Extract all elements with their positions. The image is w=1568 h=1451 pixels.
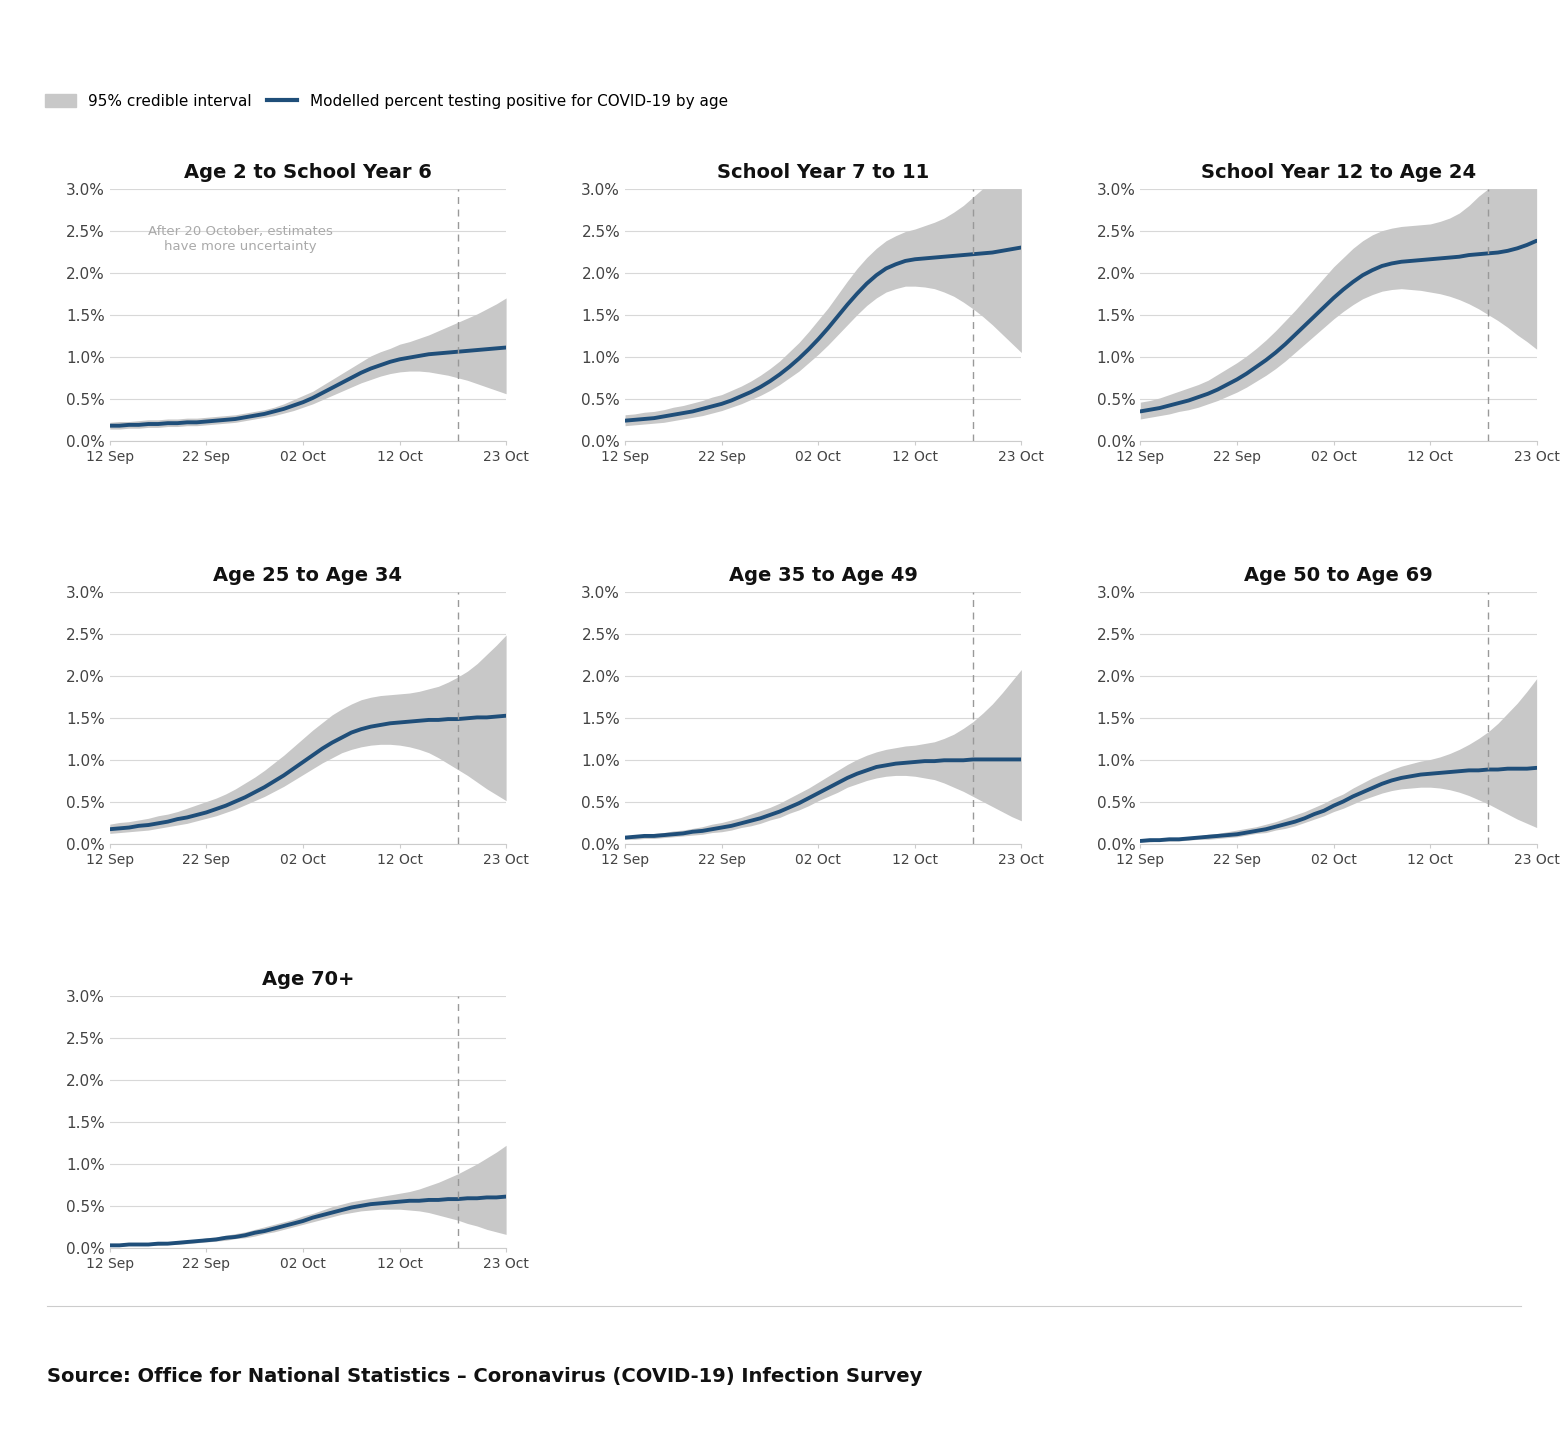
Title: Age 2 to School Year 6: Age 2 to School Year 6 bbox=[183, 163, 431, 181]
Title: Age 50 to Age 69: Age 50 to Age 69 bbox=[1243, 566, 1433, 585]
Title: School Year 12 to Age 24: School Year 12 to Age 24 bbox=[1201, 163, 1475, 181]
Title: Age 25 to Age 34: Age 25 to Age 34 bbox=[213, 566, 403, 585]
Title: School Year 7 to 11: School Year 7 to 11 bbox=[717, 163, 930, 181]
Title: Age 35 to Age 49: Age 35 to Age 49 bbox=[729, 566, 917, 585]
Text: After 20 October, estimates
have more uncertainty: After 20 October, estimates have more un… bbox=[147, 225, 332, 252]
Text: Source: Office for National Statistics – Coronavirus (COVID-19) Infection Survey: Source: Office for National Statistics –… bbox=[47, 1367, 922, 1386]
Title: Age 70+: Age 70+ bbox=[262, 969, 354, 988]
Legend: 95% credible interval, Modelled percent testing positive for COVID-19 by age: 95% credible interval, Modelled percent … bbox=[39, 87, 734, 115]
